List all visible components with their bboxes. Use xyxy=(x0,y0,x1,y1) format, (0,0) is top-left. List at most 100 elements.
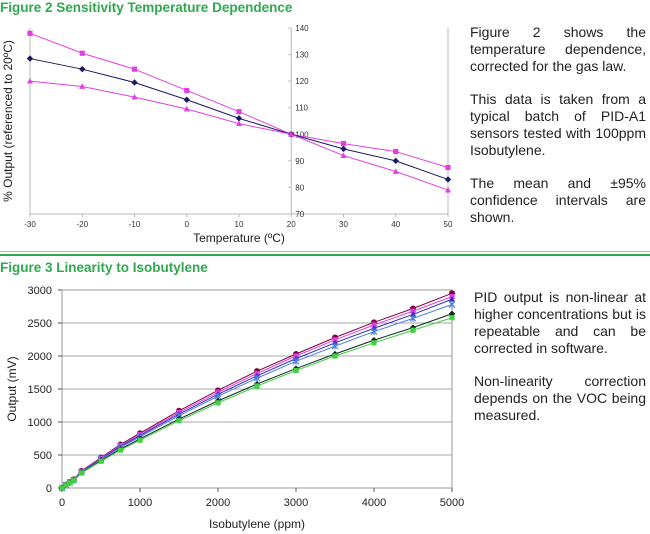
data-point xyxy=(78,470,85,476)
figure-3-title: Figure 3 Linearity to Isobutylene xyxy=(0,260,208,275)
section-divider xyxy=(0,254,650,256)
x-tick-label: -10 xyxy=(129,220,141,229)
data-point xyxy=(449,296,455,302)
x-tick-label: 50 xyxy=(444,220,453,229)
data-point xyxy=(79,83,86,89)
data-point xyxy=(98,458,104,464)
data-point xyxy=(254,383,260,389)
y-tick-label: 2500 xyxy=(28,318,52,330)
linearity-chart: 0 500 1000 1500 2000 2500 3000 0 1000 2000 3000 400… xyxy=(5,285,464,531)
data-point xyxy=(71,478,77,484)
x-tick-label: 40 xyxy=(391,220,400,229)
series-line-4 xyxy=(61,304,453,489)
y-tick-label: 120 xyxy=(295,77,309,86)
y-tick-label: 100 xyxy=(295,130,309,139)
y-tick-label: 110 xyxy=(295,104,308,113)
data-point xyxy=(131,79,138,86)
y-tick-label: 500 xyxy=(34,450,52,462)
data-point xyxy=(444,176,452,183)
data-point xyxy=(370,328,378,336)
data-point xyxy=(449,315,455,321)
x-axis-title: Isobutylene (ppm) xyxy=(209,517,305,531)
data-point xyxy=(331,342,339,350)
series-line-5 xyxy=(61,313,453,489)
x-tick-label: -30 xyxy=(24,220,36,229)
data-point xyxy=(409,324,417,331)
x-tick-label: 10 xyxy=(235,220,244,229)
series-line-3 xyxy=(29,80,449,191)
x-tick-label: 5000 xyxy=(440,497,464,509)
data-point xyxy=(392,157,399,165)
x-tick-label: 3000 xyxy=(284,497,308,509)
y-tick-label: 1500 xyxy=(28,384,52,396)
data-point xyxy=(27,77,33,84)
data-point xyxy=(445,164,451,171)
x-tick-label: 2000 xyxy=(206,497,230,509)
y-tick-label: 90 xyxy=(295,157,304,166)
figure-3-paragraph-2: Non-linearity correction depends on the … xyxy=(474,373,646,423)
data-point xyxy=(340,140,347,147)
y-tick-label: 70 xyxy=(295,210,304,219)
data-point xyxy=(409,314,417,322)
data-point xyxy=(393,148,399,155)
data-point xyxy=(371,340,377,346)
data-point xyxy=(410,308,416,314)
data-point xyxy=(67,480,73,486)
data-point xyxy=(445,186,451,193)
series-line-6 xyxy=(61,317,453,489)
data-point xyxy=(253,374,261,382)
x-tick-label: 0 xyxy=(185,220,190,229)
x-tick-label: -20 xyxy=(76,220,88,229)
x-tick-label: 0 xyxy=(59,497,65,509)
data-point xyxy=(293,367,299,374)
x-tick-label: 20 xyxy=(287,220,296,229)
series-line-1 xyxy=(61,292,453,489)
data-point xyxy=(340,145,347,153)
series-line-1 xyxy=(29,32,449,168)
data-point xyxy=(131,93,138,100)
data-point xyxy=(26,55,34,62)
series-line-3 xyxy=(61,298,453,489)
data-point xyxy=(448,301,456,308)
y-axis-title: Output (mV) xyxy=(5,356,19,421)
y-tick-label: 130 xyxy=(295,51,309,60)
data-point xyxy=(332,353,338,359)
x-tick-label: 4000 xyxy=(362,497,386,509)
y-tick-label: 2000 xyxy=(28,351,52,363)
data-point xyxy=(183,105,190,112)
data-point xyxy=(288,131,295,137)
data-point xyxy=(392,168,399,174)
data-point xyxy=(215,400,221,406)
temperature-chart: 70 80 90 100 110 120 130 140 -30 -20 -10 0 10 20 30 40 5… xyxy=(1,24,453,245)
data-point xyxy=(410,311,416,317)
y-tick-label: 140 xyxy=(295,24,309,33)
section-divider-top xyxy=(0,251,650,252)
x-tick-label: 30 xyxy=(339,220,348,229)
data-point xyxy=(410,327,416,333)
data-point xyxy=(235,115,243,122)
y-axis-title: % Output (referenced to 20ºC) xyxy=(1,40,15,202)
data-point xyxy=(79,65,86,73)
figure-2-paragraph-3: The mean and ±95% confidence intervals a… xyxy=(470,175,646,225)
data-point xyxy=(63,482,69,488)
data-point xyxy=(371,322,377,328)
y-tick-label: 1000 xyxy=(28,417,52,429)
figure-2-title: Figure 2 Sensitivity Temperature Depende… xyxy=(0,0,293,15)
data-point xyxy=(176,418,182,424)
data-point xyxy=(340,152,347,158)
data-point xyxy=(137,437,143,443)
figure-2-paragraph-2: This data is taken from a typical batch … xyxy=(470,91,646,158)
y-tick-label: 3000 xyxy=(28,285,52,297)
data-point xyxy=(183,96,190,103)
data-point xyxy=(79,50,85,56)
y-tick-label: 80 xyxy=(295,183,304,192)
figure-3-description: PID output is non-linear at higher conce… xyxy=(474,289,646,440)
data-point xyxy=(184,87,190,94)
y-tick-label: 0 xyxy=(46,483,52,495)
data-point xyxy=(292,357,300,365)
data-point xyxy=(236,120,242,127)
data-point xyxy=(236,109,242,115)
data-point xyxy=(27,30,33,36)
x-axis-title: Temperature (ºC) xyxy=(193,231,285,245)
data-point xyxy=(59,485,65,491)
